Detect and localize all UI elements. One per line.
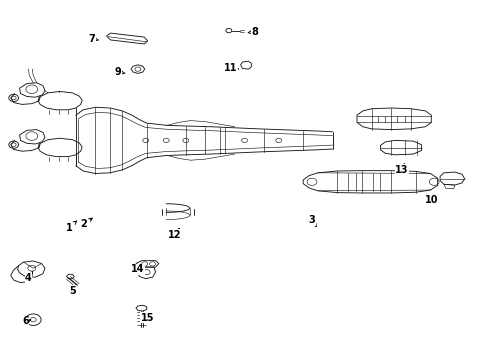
Text: 2: 2 (81, 218, 92, 229)
Text: 7: 7 (88, 34, 99, 44)
Text: 10: 10 (424, 194, 437, 205)
Text: 14: 14 (131, 264, 144, 274)
Text: 1: 1 (66, 221, 76, 233)
Text: 11: 11 (224, 63, 238, 73)
Text: 5: 5 (69, 285, 76, 296)
Text: 4: 4 (25, 271, 33, 283)
Text: 12: 12 (168, 228, 182, 240)
Text: 6: 6 (22, 316, 31, 326)
Text: 3: 3 (308, 215, 316, 227)
Text: 9: 9 (115, 67, 125, 77)
Text: 13: 13 (394, 164, 408, 175)
Text: 15: 15 (141, 312, 154, 323)
Text: 8: 8 (247, 27, 258, 37)
